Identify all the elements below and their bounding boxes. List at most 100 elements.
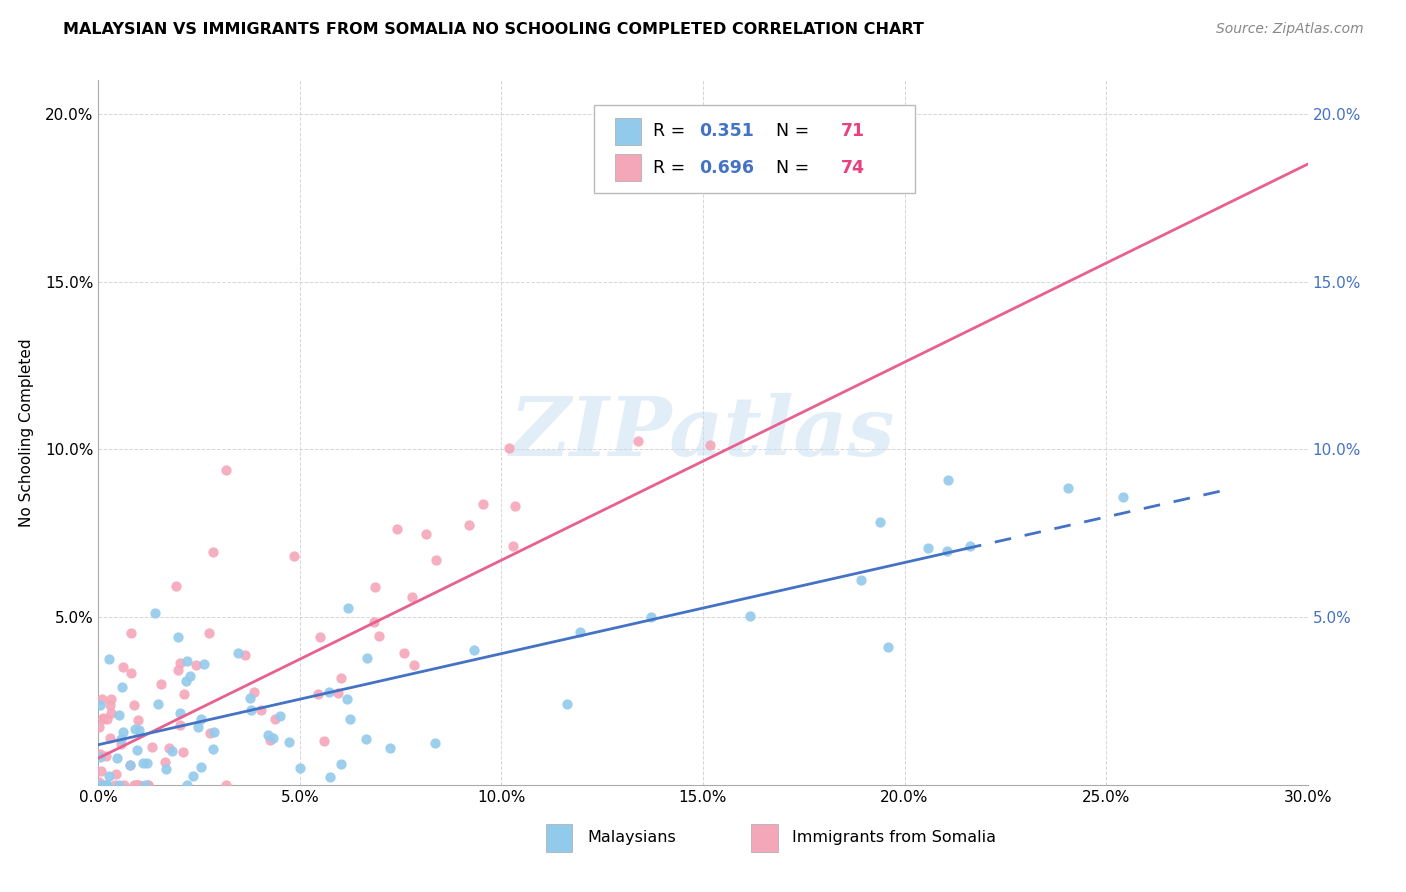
Point (91, 691, 114, 706)
Point (318, 770, 340, 784)
Point (93, 712, 115, 726)
Point (125, 743, 148, 757)
Point (498, 441, 520, 455)
Point (179, 669, 201, 683)
Text: ZIPatlas: ZIPatlas (510, 392, 896, 473)
Point (98, 731, 121, 746)
Text: 0.696: 0.696 (699, 159, 755, 177)
Point (277, 735, 299, 749)
Point (138, 778, 160, 792)
Point (167, 630, 190, 644)
Point (94, 778, 117, 792)
Point (98, 698, 121, 712)
Point (125, 778, 148, 792)
Point (105, 751, 128, 765)
Point (318, 685, 340, 699)
Text: 71: 71 (841, 122, 865, 140)
Point (471, 497, 494, 511)
Point (186, 657, 208, 672)
Point (463, 643, 485, 657)
Point (308, 630, 330, 644)
Point (215, 778, 238, 792)
Point (425, 553, 447, 567)
Point (263, 712, 285, 726)
Point (172, 745, 194, 759)
Point (120, 626, 142, 640)
Point (356, 651, 378, 665)
Point (329, 671, 352, 685)
Point (112, 725, 135, 739)
Point (173, 687, 195, 701)
Text: R =: R = (654, 122, 692, 140)
Point (193, 657, 215, 671)
Point (699, 438, 721, 452)
Point (190, 760, 212, 774)
Point (174, 674, 197, 689)
Point (215, 463, 238, 477)
Point (337, 601, 360, 615)
Y-axis label: No Schooling Completed: No Schooling Completed (20, 338, 34, 527)
Point (107, 707, 129, 722)
Point (738, 608, 761, 623)
Point (111, 680, 134, 694)
Point (935, 544, 957, 558)
Point (198, 626, 221, 640)
Point (181, 769, 204, 783)
Point (89, 750, 111, 764)
Point (89, 698, 111, 712)
Point (555, 697, 578, 711)
Point (91, 778, 114, 792)
Point (94, 749, 117, 764)
Point (89, 778, 111, 792)
Point (132, 756, 155, 771)
Point (124, 698, 146, 713)
Point (176, 654, 198, 668)
Point (239, 703, 262, 717)
Point (257, 728, 280, 742)
Point (198, 726, 221, 740)
Point (118, 757, 141, 772)
Point (155, 762, 177, 776)
Point (936, 473, 959, 487)
Point (97, 652, 120, 666)
Point (159, 741, 181, 756)
Bar (546, 823, 572, 852)
Point (104, 778, 127, 792)
Bar (614, 118, 641, 145)
Point (339, 712, 361, 726)
Point (458, 518, 481, 533)
Point (307, 687, 329, 701)
Point (363, 615, 385, 629)
Point (96, 778, 118, 792)
Point (364, 580, 387, 594)
Point (959, 539, 981, 553)
Point (627, 434, 650, 448)
Point (239, 690, 262, 705)
Point (314, 734, 336, 748)
Point (569, 625, 592, 640)
Point (169, 657, 191, 671)
Text: Source: ZipAtlas.com: Source: ZipAtlas.com (1216, 22, 1364, 37)
Point (404, 658, 426, 673)
Point (392, 646, 415, 660)
Point (169, 718, 191, 732)
Bar (614, 154, 641, 181)
Text: Malaysians: Malaysians (586, 830, 676, 846)
Point (104, 766, 127, 780)
Point (118, 758, 141, 772)
Point (202, 545, 225, 559)
Text: N =: N = (765, 159, 814, 177)
Point (336, 692, 359, 706)
Text: R =: R = (654, 159, 692, 177)
Point (127, 778, 149, 792)
Point (640, 610, 662, 624)
Point (190, 712, 212, 726)
Point (153, 755, 176, 769)
Text: N =: N = (765, 122, 814, 140)
Point (877, 640, 900, 654)
Point (326, 686, 349, 700)
Point (917, 541, 939, 555)
Point (226, 646, 249, 660)
Point (1057, 481, 1080, 495)
Text: 0.351: 0.351 (699, 122, 754, 140)
